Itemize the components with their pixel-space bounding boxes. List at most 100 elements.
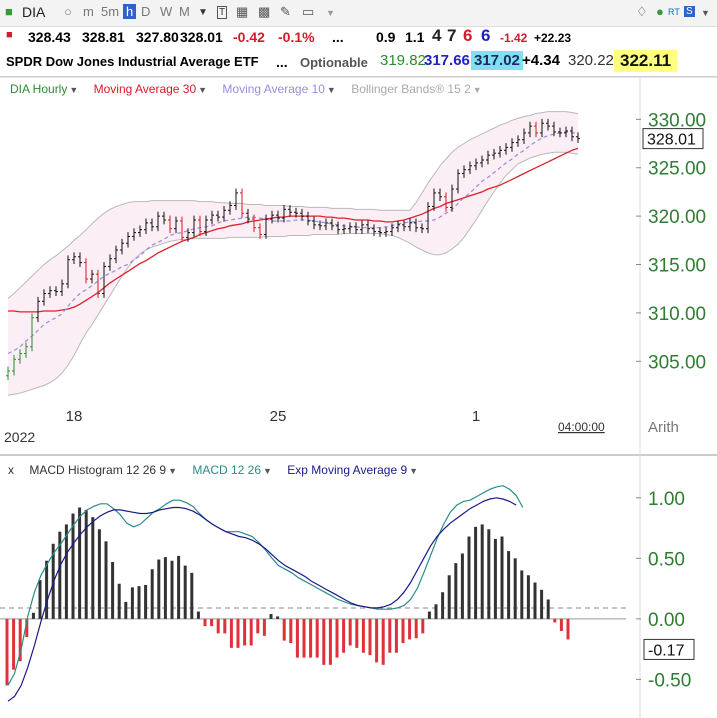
macd-histogram-bar [262,618,266,636]
interval-monthly[interactable]: M [179,4,190,19]
pencil-icon[interactable]: ✎ [280,4,291,19]
price-bar [192,215,196,237]
macd-histogram-bar [91,517,95,619]
price-bar [402,220,406,232]
quote-rank-6-red: 6 [463,26,473,45]
macd-histogram-bar [157,559,161,619]
text-tool-icon[interactable]: T [217,6,228,19]
macd-histogram-bar [38,580,42,619]
price-bar [576,132,580,143]
price-bar [330,218,334,231]
price-bar [30,313,34,352]
macd-histogram-bar [375,618,379,663]
date-axis-label: 18 [66,408,83,425]
symbol-input[interactable]: DIA [22,4,46,20]
scale-mode-label[interactable]: Arith [648,419,679,436]
legend-macd[interactable]: MACD 12 26 [192,463,262,477]
legend-macd-hist[interactable]: MACD Histogram 12 26 9 [29,463,167,477]
price-bar [288,205,292,217]
macd-histogram-bar [150,569,154,619]
price-bar [384,227,388,237]
toolbar-dropdown-icon[interactable]: ▼ [326,8,335,18]
price-axis-label: 325.00 [648,159,706,180]
realtime-icon[interactable]: ● [656,4,664,19]
legend-bb-dropdown-icon[interactable]: ▼ [472,85,482,95]
macd-histogram-bar [236,618,240,648]
macd-histogram-bar [328,618,332,665]
grid-icon[interactable]: ▩ [258,4,271,19]
macd-histogram-bar [170,560,174,619]
price-bar [132,228,136,241]
price-bar [318,220,322,231]
alert-bell-icon[interactable]: ♢ [636,4,648,19]
interval-daily[interactable]: D [141,4,151,19]
time-label: 04:00:00 [558,420,605,434]
quote-change: -0.42 [233,29,265,45]
signal-line [7,497,517,702]
scan-icon[interactable]: S [684,6,695,17]
price-legend: DIA Hourly ▼ Moving Average 30 ▼ Moving Av… [10,82,494,96]
macd-histogram-bar [513,558,517,619]
macd-histogram-bar [64,524,68,619]
price-bar [264,214,268,239]
indicator-icon[interactable]: ▦ [236,4,249,19]
price-bar [360,220,364,235]
macd-histogram-bar [342,618,346,653]
macd-histogram-bar [493,538,497,619]
macd-histogram-bar [229,618,233,648]
price-bar [378,227,382,237]
legend-ema-dropdown-icon[interactable]: ▼ [409,466,419,476]
price-bar [306,211,310,226]
macd-last-value-box [643,638,695,660]
menu-dropdown-icon[interactable]: ▼ [701,8,710,18]
close-pane-icon[interactable]: x [8,463,14,477]
price-bar [408,218,412,232]
price-2: 317.66 [424,52,470,69]
macd-histogram-bar [71,513,75,619]
legend-ma10-dropdown-icon[interactable]: ▼ [326,85,336,95]
macd-histogram-bar [302,618,306,658]
price-bar [456,169,460,194]
search-icon[interactable]: ○ [64,4,72,19]
price-bar [354,222,358,235]
macd-histogram-bar [520,570,524,619]
interval-dropdown-icon[interactable]: ▼ [198,7,208,18]
chart-settings-icon[interactable]: ■ [5,4,13,19]
price-bar [342,224,346,235]
legend-macd-dropdown-icon[interactable]: ▼ [263,466,272,476]
macd-histogram-bar [355,618,359,648]
legend-ma30-dropdown-icon[interactable]: ▼ [198,85,208,95]
eraser-icon[interactable]: ▭ [302,4,315,19]
macd-histogram-bar [12,618,16,670]
legend-bb[interactable]: Bollinger Bands® 15 2 [351,82,471,96]
legend-ma10[interactable]: Moving Average 10 [222,82,325,96]
macd-histogram-bar [276,616,280,619]
legend-ma30[interactable]: Moving Average 30 [93,82,197,96]
legend-series-dropdown-icon[interactable]: ▼ [69,85,79,95]
macd-histogram-bar [84,509,88,619]
interval-hourly[interactable]: h [123,4,137,19]
macd-histogram-bar [183,565,187,619]
ma10-line [7,131,578,355]
price-bar [144,218,148,235]
macd-axis-label: 0.00 [648,610,685,631]
price-bar [564,126,568,138]
legend-hist-dropdown-icon[interactable]: ▼ [168,466,177,476]
price-bar [186,228,190,242]
legend-ema[interactable]: Exp Moving Average 9 [287,463,408,477]
price-bar [90,269,94,284]
interval-weekly[interactable]: W [160,4,173,19]
macd-axis-label: -0.50 [648,670,691,691]
legend-series[interactable]: DIA Hourly [10,82,68,96]
interval-5m[interactable]: 5m [101,4,120,19]
macd-histogram-bar [216,618,220,634]
bollinger-lower-line [7,151,579,396]
interval-tick[interactable]: m [83,4,94,19]
quote-dots-1: ... [332,29,344,45]
price-bar [474,158,478,171]
macd-histogram-bar [5,618,9,686]
price-bar [246,208,250,224]
price-bar [258,223,262,239]
macd-histogram-bar [421,618,425,634]
